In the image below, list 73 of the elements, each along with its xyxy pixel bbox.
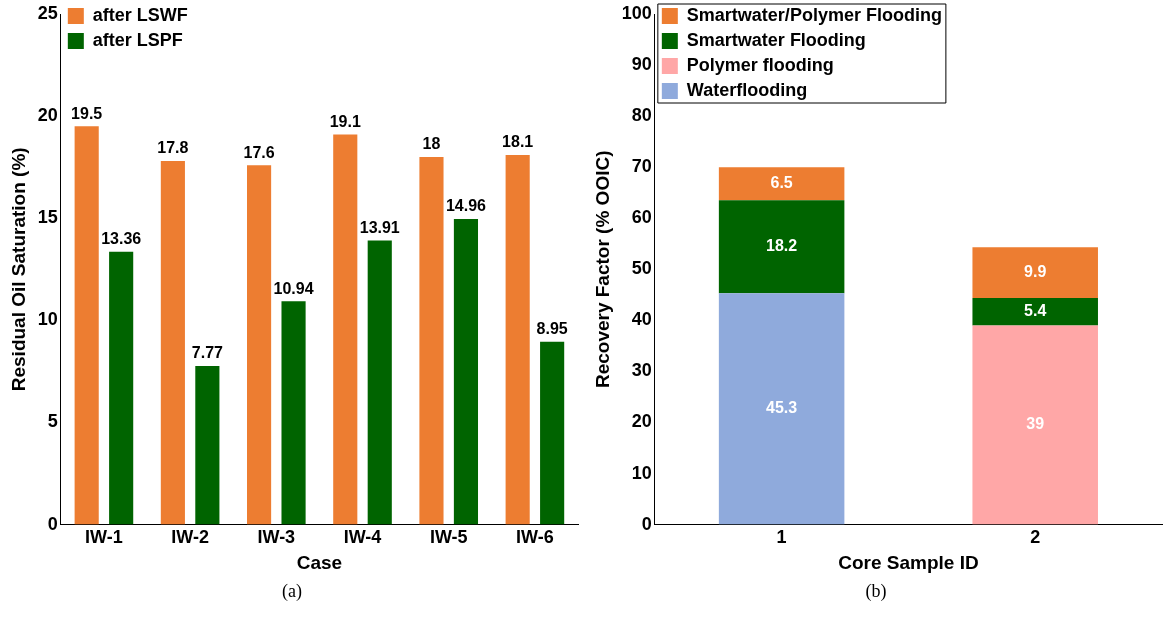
data-label: 45.3 — [766, 399, 798, 417]
y-tick-label: 20 — [37, 105, 58, 126]
data-label: 8.95 — [536, 320, 568, 338]
data-label: 5.4 — [1024, 302, 1047, 320]
x-axis-title: Core Sample ID — [838, 551, 979, 573]
legend-label: after LSWF — [92, 4, 188, 25]
y-tick-label: 20 — [631, 411, 652, 432]
data-label: 10.94 — [273, 279, 314, 297]
y-tick-label: 30 — [631, 360, 652, 381]
y-tick-label: 70 — [631, 156, 652, 177]
y-tick-label: 10 — [631, 462, 652, 483]
y-tick-label: 100 — [621, 2, 652, 23]
x-tick-label: IW-2 — [171, 527, 209, 548]
data-label: 9.9 — [1024, 263, 1047, 281]
x-tick-label: IW-6 — [516, 527, 554, 548]
bar — [540, 341, 565, 525]
y-tick-label: 90 — [631, 54, 652, 75]
bar — [972, 325, 1098, 525]
y-tick-label: 5 — [47, 411, 58, 432]
bar — [333, 134, 358, 525]
y-tick-label: 25 — [37, 2, 58, 23]
bar — [195, 365, 220, 525]
legend-label: Smartwater/Polymer Flooding — [686, 4, 942, 25]
y-tick-label: 60 — [631, 207, 652, 228]
legend-label: Smartwater Flooding — [686, 29, 866, 50]
data-label: 18.2 — [766, 237, 798, 255]
y-axis-title: Residual Oil Saturation (%) — [7, 147, 29, 392]
y-axis-title: Recovery Factor (% OOIC) — [591, 150, 613, 389]
y-tick-label: 15 — [37, 207, 58, 228]
y-tick-label: 0 — [47, 513, 58, 534]
data-label: 39 — [1026, 415, 1045, 433]
data-label: 13.36 — [101, 230, 142, 248]
y-tick-label: 40 — [631, 309, 652, 330]
data-label: 17.6 — [243, 143, 275, 161]
bar — [972, 297, 1098, 326]
bar — [74, 126, 99, 525]
y-tick-label: 50 — [631, 258, 652, 279]
data-label: 7.77 — [191, 344, 224, 362]
bar — [505, 154, 530, 525]
bar — [718, 167, 845, 201]
legend-label: Waterflooding — [686, 79, 808, 100]
data-label: 6.5 — [770, 174, 793, 192]
data-label: 17.8 — [157, 139, 189, 157]
legend-label: Polymer flooding — [686, 54, 834, 75]
data-label: 14.96 — [445, 197, 487, 215]
data-label: 19.5 — [71, 104, 103, 122]
bar — [109, 251, 134, 525]
x-tick-label: IW-4 — [343, 527, 382, 548]
bar — [247, 165, 272, 525]
x-tick-label: IW-3 — [257, 527, 296, 548]
x-tick-label: IW-1 — [85, 527, 123, 548]
bar — [972, 247, 1098, 298]
text: (a) — [281, 581, 303, 602]
bar — [718, 293, 845, 525]
y-tick-label: 10 — [37, 309, 58, 330]
legend-label: after LSPF — [92, 29, 183, 50]
bar — [453, 219, 479, 525]
bar — [367, 240, 392, 525]
x-tick-label: 2 — [1030, 527, 1041, 548]
y-tick-label: 80 — [631, 105, 652, 126]
x-tick-label: IW-5 — [429, 527, 468, 548]
bar — [281, 301, 306, 525]
data-label: 18 — [422, 135, 441, 153]
y-tick-label: 0 — [641, 513, 652, 534]
text: (b) — [864, 581, 888, 602]
bar — [718, 200, 845, 294]
bar — [160, 161, 185, 525]
data-label: 19.1 — [329, 112, 361, 130]
data-label: 13.91 — [359, 218, 400, 236]
bar — [419, 156, 444, 525]
data-label: 18.1 — [502, 133, 534, 151]
x-axis-title: Case — [296, 551, 343, 573]
x-tick-label: 1 — [776, 527, 787, 548]
